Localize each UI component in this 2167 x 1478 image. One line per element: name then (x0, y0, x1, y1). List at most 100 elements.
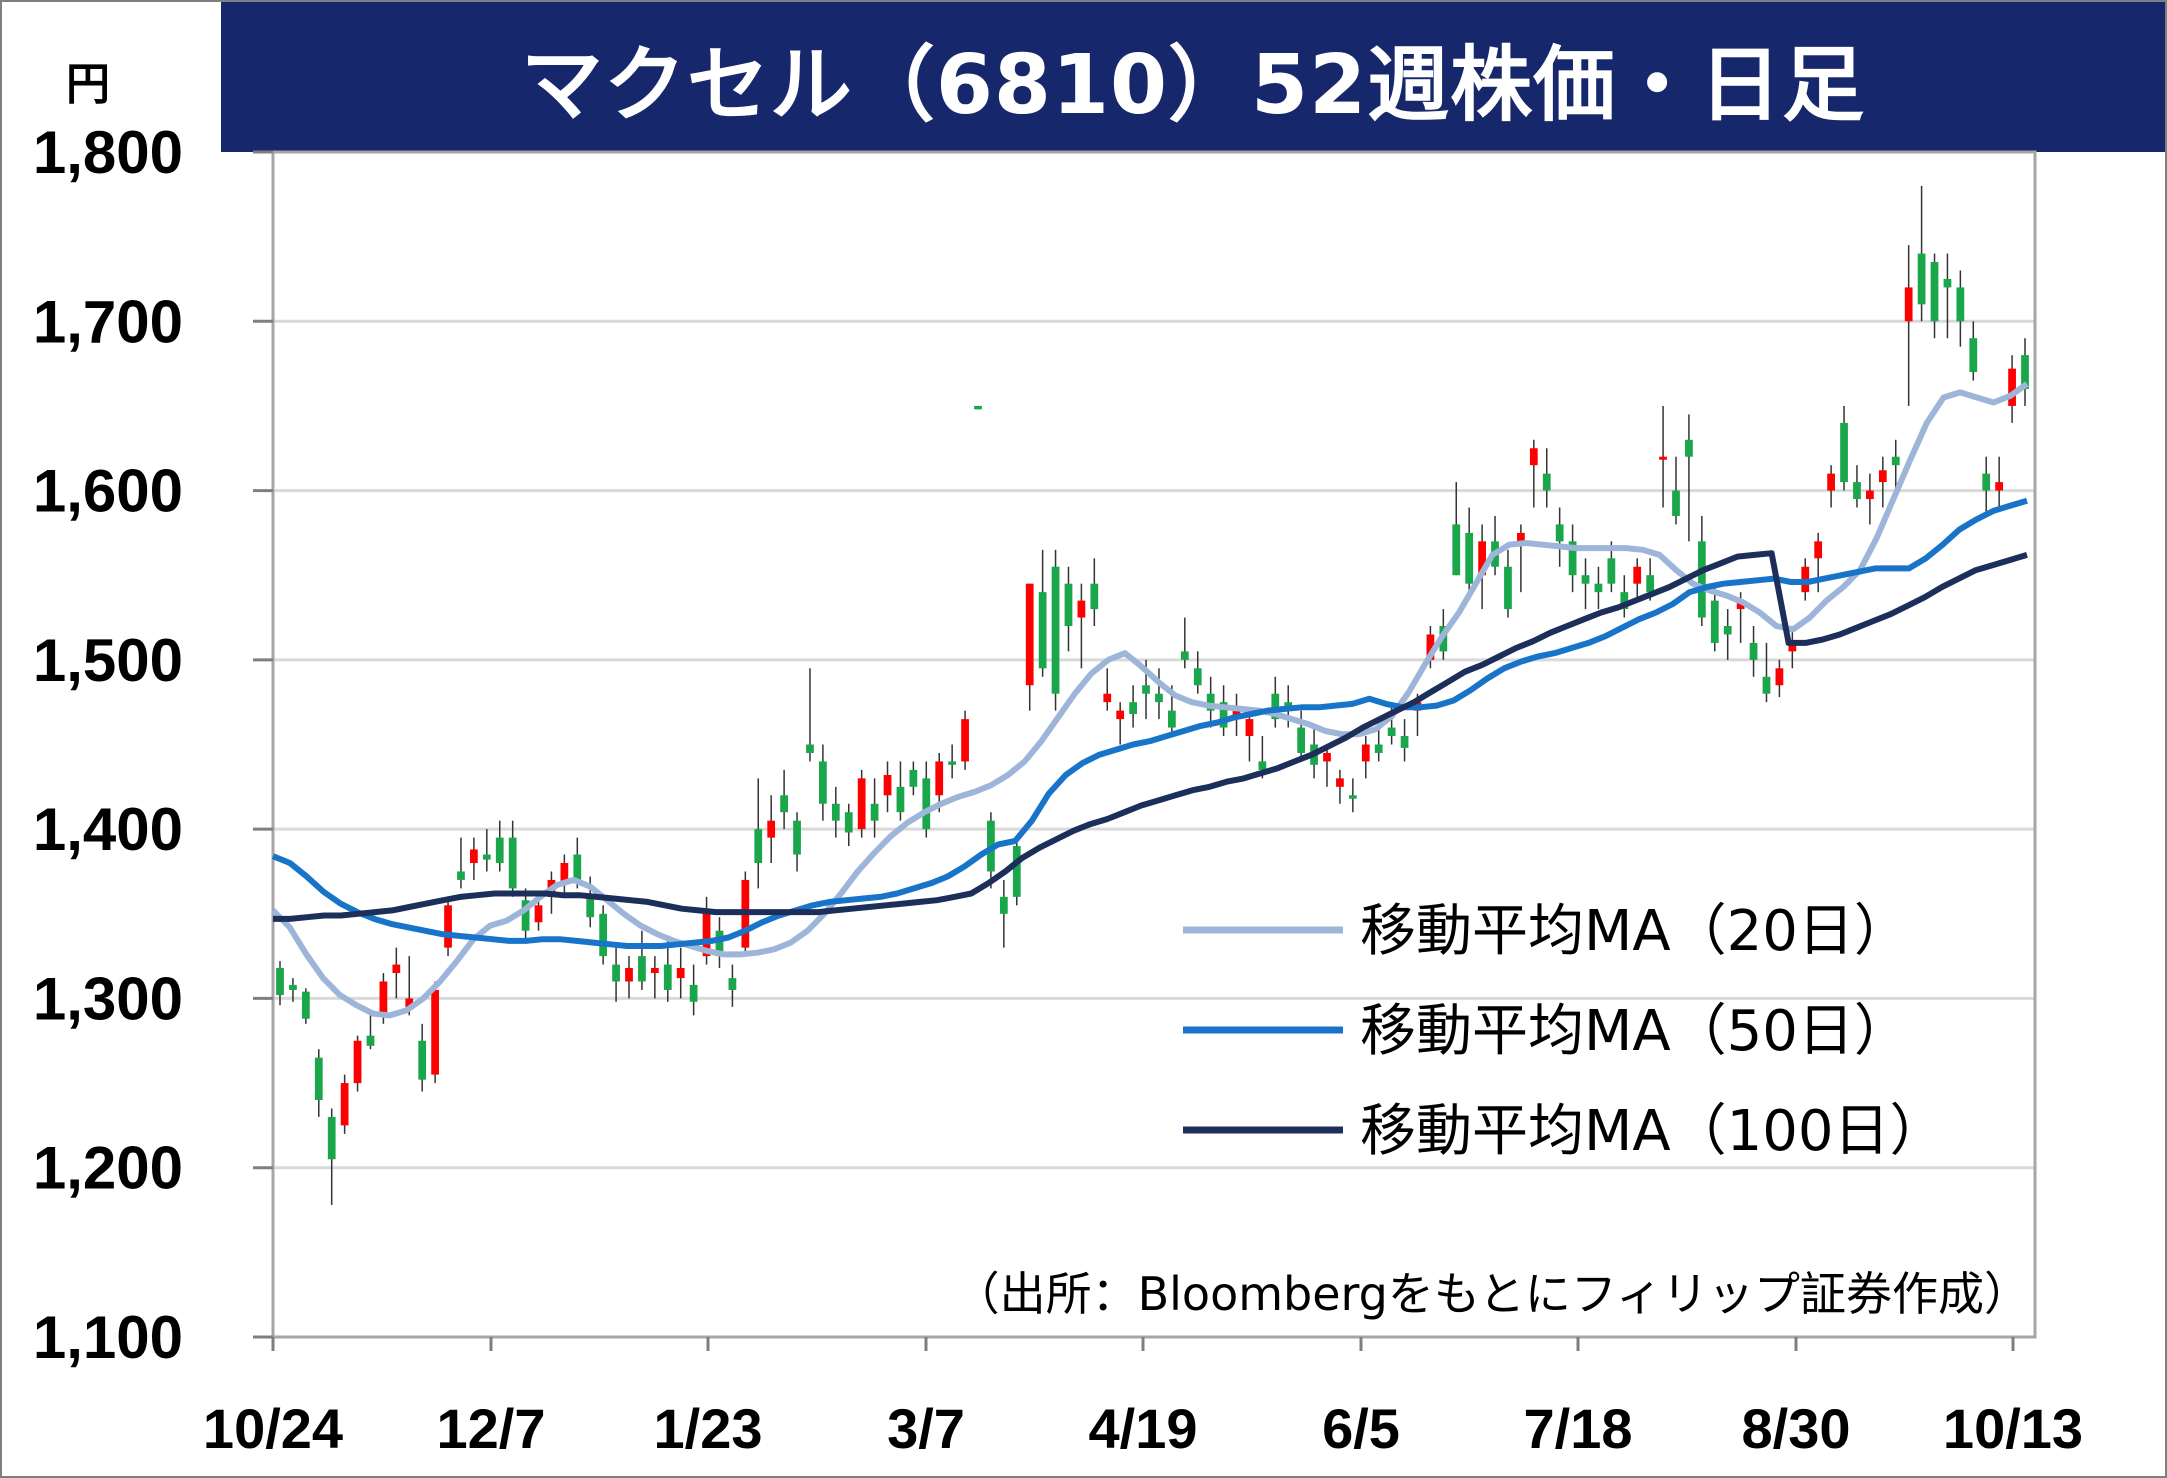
candle (1348, 778, 1357, 813)
candle-body-down (1297, 727, 1306, 753)
candle (1943, 253, 1952, 339)
candle-body-down (1387, 727, 1396, 737)
candle-body-down (586, 896, 595, 918)
candle (1529, 439, 1538, 508)
candle (431, 981, 439, 1084)
candle (1568, 524, 1577, 593)
candle (1090, 558, 1099, 626)
candle (922, 761, 931, 838)
candle-body-down (1465, 532, 1474, 584)
candle-body-up (1025, 583, 1034, 686)
candle (1206, 676, 1215, 728)
candle-body-up (560, 863, 569, 884)
candle-body-up (470, 849, 478, 863)
candle-body-down (689, 984, 698, 1002)
grid-lines (273, 319, 2035, 1170)
candle (1542, 448, 1551, 508)
candle (780, 769, 788, 830)
candle (1193, 651, 1202, 694)
candle (392, 947, 401, 999)
candle-body-up (340, 1083, 349, 1126)
candle-body-down (1956, 287, 1965, 322)
candle-body-down (1710, 600, 1719, 643)
candle-body-up (767, 820, 776, 838)
title-bar: マクセル（6810）52週株価・日足 (221, 2, 2165, 152)
candle (1012, 837, 1021, 906)
candle (1465, 507, 1474, 593)
candle-body-down (806, 744, 814, 753)
candle-body-down (1620, 592, 1629, 610)
candle-body-down (1219, 702, 1228, 728)
candle (1219, 685, 1228, 737)
candle (1323, 744, 1331, 787)
y-tick-label: 1,800 (33, 119, 183, 186)
candle (495, 820, 504, 872)
candle (1982, 456, 1991, 516)
x-tick-label: 12/7 (437, 1397, 546, 1460)
candle-body-up (1116, 710, 1125, 720)
candle-body-down (301, 991, 310, 1019)
candle (1904, 245, 1913, 406)
candle (1659, 405, 1667, 508)
candle-body-down (1685, 439, 1693, 457)
candle (1064, 566, 1073, 652)
candle-body-down (1930, 262, 1939, 322)
x-tick-label: 1/23 (654, 1397, 763, 1460)
candle (1891, 439, 1900, 491)
x-tick-label: 3/7 (887, 1397, 965, 1460)
candle (819, 744, 827, 821)
candle-body-down (573, 854, 582, 880)
candle-body-down (1168, 710, 1176, 728)
candle (521, 888, 530, 940)
candle-body-down (922, 778, 931, 830)
candle-body-down (1504, 566, 1512, 610)
y-tick-label: 1,200 (33, 1135, 183, 1202)
candle (1762, 642, 1771, 703)
candle-body-down (366, 1035, 375, 1046)
legend-item: 移動平均MA（50日） (1183, 999, 1910, 1064)
candle (1788, 626, 1797, 669)
legend-label: 移動平均MA（50日） (1360, 999, 1910, 1064)
candle-body-down (1982, 473, 1991, 491)
candle (534, 896, 543, 931)
source-note: （出所：Bloombergをもとにフィリップ証券作成） (954, 1267, 2030, 1321)
candle (1038, 549, 1047, 677)
candle-body-up (2008, 368, 2016, 406)
candle (1400, 719, 1409, 762)
candle (1581, 558, 1590, 610)
candle-body-down (715, 930, 724, 957)
candle (793, 812, 801, 872)
candlesticks (276, 185, 2029, 1205)
candle (844, 803, 853, 847)
candle (599, 905, 608, 965)
candle (1051, 549, 1060, 711)
plot-border (271, 150, 2037, 1339)
candle-body-down (327, 1116, 336, 1160)
y-tick-label: 1,400 (33, 796, 183, 863)
axes (253, 150, 2037, 1351)
candle-body-down (1348, 795, 1357, 799)
candle-body-down (974, 405, 982, 410)
y-axis-unit: 円 (66, 59, 110, 110)
x-tick-label: 8/30 (1742, 1397, 1851, 1460)
candle (1853, 465, 1861, 508)
candle (676, 947, 685, 999)
candle-body-up (1995, 482, 2004, 491)
candle-body-down (999, 896, 1008, 914)
candle-body-down (1555, 524, 1564, 542)
candle-body-down (1051, 566, 1060, 694)
candle-body-down (1193, 668, 1202, 686)
candle-body-up (1827, 473, 1835, 491)
candle (366, 1015, 375, 1050)
candle-body-down (1038, 592, 1047, 669)
candle-body-down (457, 871, 465, 880)
candle (1878, 456, 1887, 508)
x-tick-labels: 10/24 12/7 1/23 3/7 4/19 6/5 7/18 8/30 10/13 (203, 1397, 2083, 1460)
candle (1672, 456, 1680, 525)
candle-body-up (534, 905, 543, 923)
candle (1155, 668, 1163, 720)
candle (276, 961, 284, 1006)
candle (353, 1035, 362, 1092)
candle-body-down (663, 964, 672, 990)
candle-body-down (1891, 456, 1900, 466)
